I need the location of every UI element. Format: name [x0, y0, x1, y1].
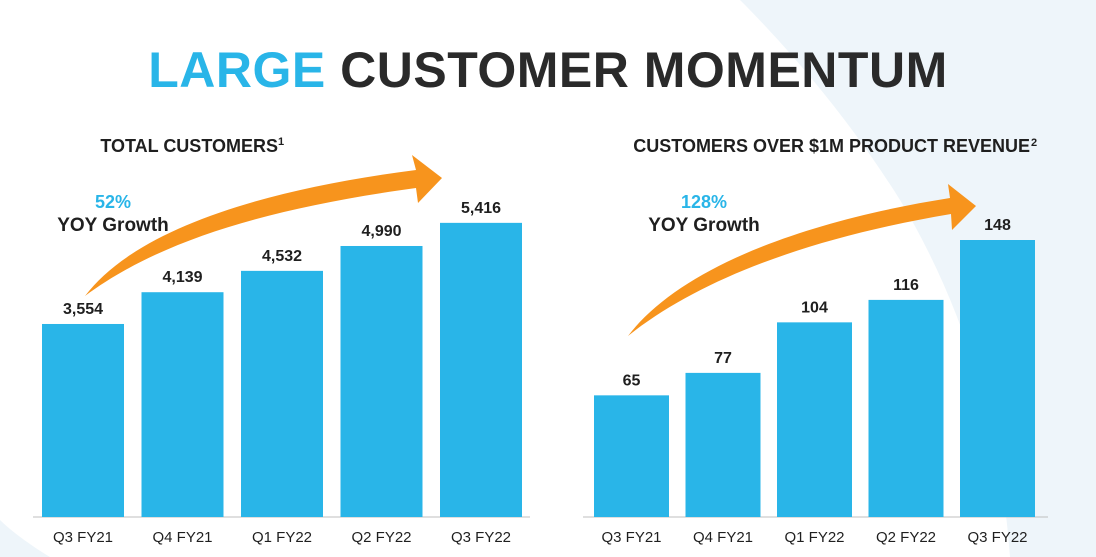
- x-tick-label: Q3 FY21: [601, 529, 661, 546]
- bar-q2-fy22: [340, 245, 423, 517]
- x-tick-label: Q3 FY22: [451, 529, 511, 546]
- page-title-accent: LARGE: [148, 42, 326, 98]
- chart-title: CUSTOMERS OVER $1M PRODUCT REVENUE: [633, 136, 1030, 156]
- bar-value-labels: 65 77 104 116 148: [623, 217, 1011, 389]
- bar-q2-fy22: [868, 299, 944, 517]
- bar-value-label: 65: [623, 372, 641, 389]
- bar-q4-fy21: [141, 292, 224, 517]
- bar-value-labels: 3,554 4,139 4,532 4,990 5,416: [63, 200, 501, 318]
- million-dollar-customers-chart: CUSTOMERS OVER $1M PRODUCT REVENUE 2 128…: [583, 136, 1048, 546]
- x-tick-label: Q1 FY22: [784, 529, 844, 546]
- bar-q3-fy21: [594, 395, 669, 517]
- bar-value-label: 4,990: [361, 223, 401, 240]
- chart-title: TOTAL CUSTOMERS: [100, 136, 278, 156]
- total-customers-chart: TOTAL CUSTOMERS 1 52% YOY Growth 3,554 4,…: [33, 136, 530, 546]
- bar-q3-fy22: [960, 240, 1035, 517]
- bar-q1-fy22: [241, 270, 323, 517]
- bar-value-label: 104: [801, 299, 828, 316]
- growth-percent: 128%: [681, 192, 727, 212]
- bars: [594, 240, 1035, 517]
- x-tick-label: Q4 FY21: [693, 529, 753, 546]
- growth-arrow: [628, 184, 976, 336]
- x-tick-labels: Q3 FY21 Q4 FY21 Q1 FY22 Q2 FY22 Q3 FY22: [601, 529, 1027, 546]
- chart-title-footnote: 1: [278, 136, 284, 148]
- bar-value-label: 5,416: [461, 200, 501, 217]
- bars: [42, 222, 522, 518]
- bar-value-label: 148: [984, 217, 1011, 234]
- bar-q1-fy22: [777, 322, 852, 517]
- page-title: LARGE CUSTOMER MOMENTUM: [0, 40, 1096, 100]
- x-tick-label: Q4 FY21: [152, 529, 212, 546]
- x-tick-label: Q1 FY22: [252, 529, 312, 546]
- chart-title-footnote: 2: [1031, 137, 1037, 149]
- bar-q3-fy21: [42, 323, 124, 517]
- bar-value-label: 4,139: [162, 269, 202, 286]
- bar-value-label: 77: [714, 350, 732, 367]
- bar-value-label: 116: [893, 277, 919, 294]
- growth-label: YOY Growth: [648, 215, 760, 236]
- bar-q3-fy22: [440, 222, 522, 518]
- x-tick-label: Q3 FY22: [967, 529, 1027, 546]
- growth-arrow: [85, 155, 442, 296]
- growth-percent: 52%: [95, 192, 131, 212]
- bar-value-label: 4,532: [262, 248, 302, 265]
- x-tick-label: Q3 FY21: [53, 529, 113, 546]
- growth-label: YOY Growth: [57, 215, 169, 236]
- x-tick-labels: Q3 FY21 Q4 FY21 Q1 FY22 Q2 FY22 Q3 FY22: [53, 529, 511, 546]
- page-title-rest: CUSTOMER MOMENTUM: [340, 42, 948, 98]
- bar-value-label: 3,554: [63, 301, 103, 318]
- bar-q4-fy21: [685, 372, 761, 517]
- x-tick-label: Q2 FY22: [876, 529, 936, 546]
- x-tick-label: Q2 FY22: [351, 529, 411, 546]
